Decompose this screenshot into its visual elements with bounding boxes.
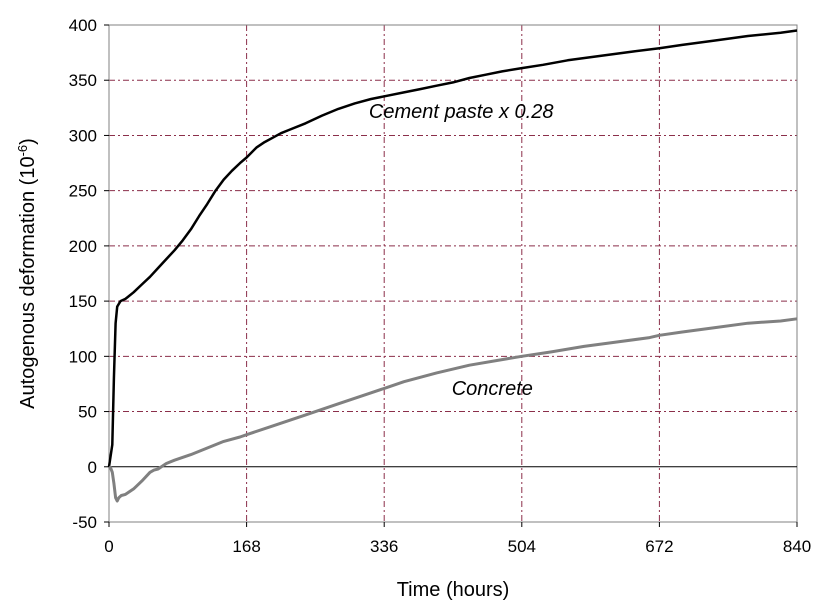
y-tick-label: 0 [88,458,97,477]
x-tick-label: 168 [232,537,260,556]
series-line-concrete [108,317,798,503]
y-tick-label: 200 [69,237,97,256]
x-tick-labels: 0 168 336 504 672 840 [104,537,811,556]
x-tick-label: 840 [783,537,811,556]
annotation-layer: Cement paste x 0.28 Concrete [369,101,554,400]
y-tick-label: -50 [72,513,97,532]
y-tick-label: 100 [69,347,97,366]
y-tick-label: 50 [78,403,97,422]
y-tick-label: 300 [69,126,97,145]
x-axis-title: Time (hours) [397,579,510,601]
y-tick-label: 150 [69,292,97,311]
x-tick-label: 0 [104,537,113,556]
cement-paste-label: Cement paste x 0.28 [369,101,554,123]
x-tick-label: 504 [508,537,536,556]
y-tick-labels: -50 0 50 100 150 200 250 300 350 400 [69,16,97,532]
plot-area-frame [108,24,798,523]
grid-layer [109,25,797,522]
concrete-label: Concrete [452,378,533,400]
y-tick-label: 350 [69,71,97,90]
series-line-cement-paste [107,29,798,467]
y-tick-label: 400 [69,16,97,35]
series-layer [107,29,798,503]
y-axis-title: Autogenous deformation (10-6) [15,138,40,409]
y-tick-label: 250 [69,182,97,201]
y-axis-title-exponent: -6 [15,145,30,157]
y-axis-title-main: Autogenous deformation (10 [17,156,39,408]
y-axis-title-close: ) [17,138,39,145]
tick-marks [104,24,798,527]
x-tick-label: 336 [370,537,398,556]
x-tick-label: 672 [645,537,673,556]
